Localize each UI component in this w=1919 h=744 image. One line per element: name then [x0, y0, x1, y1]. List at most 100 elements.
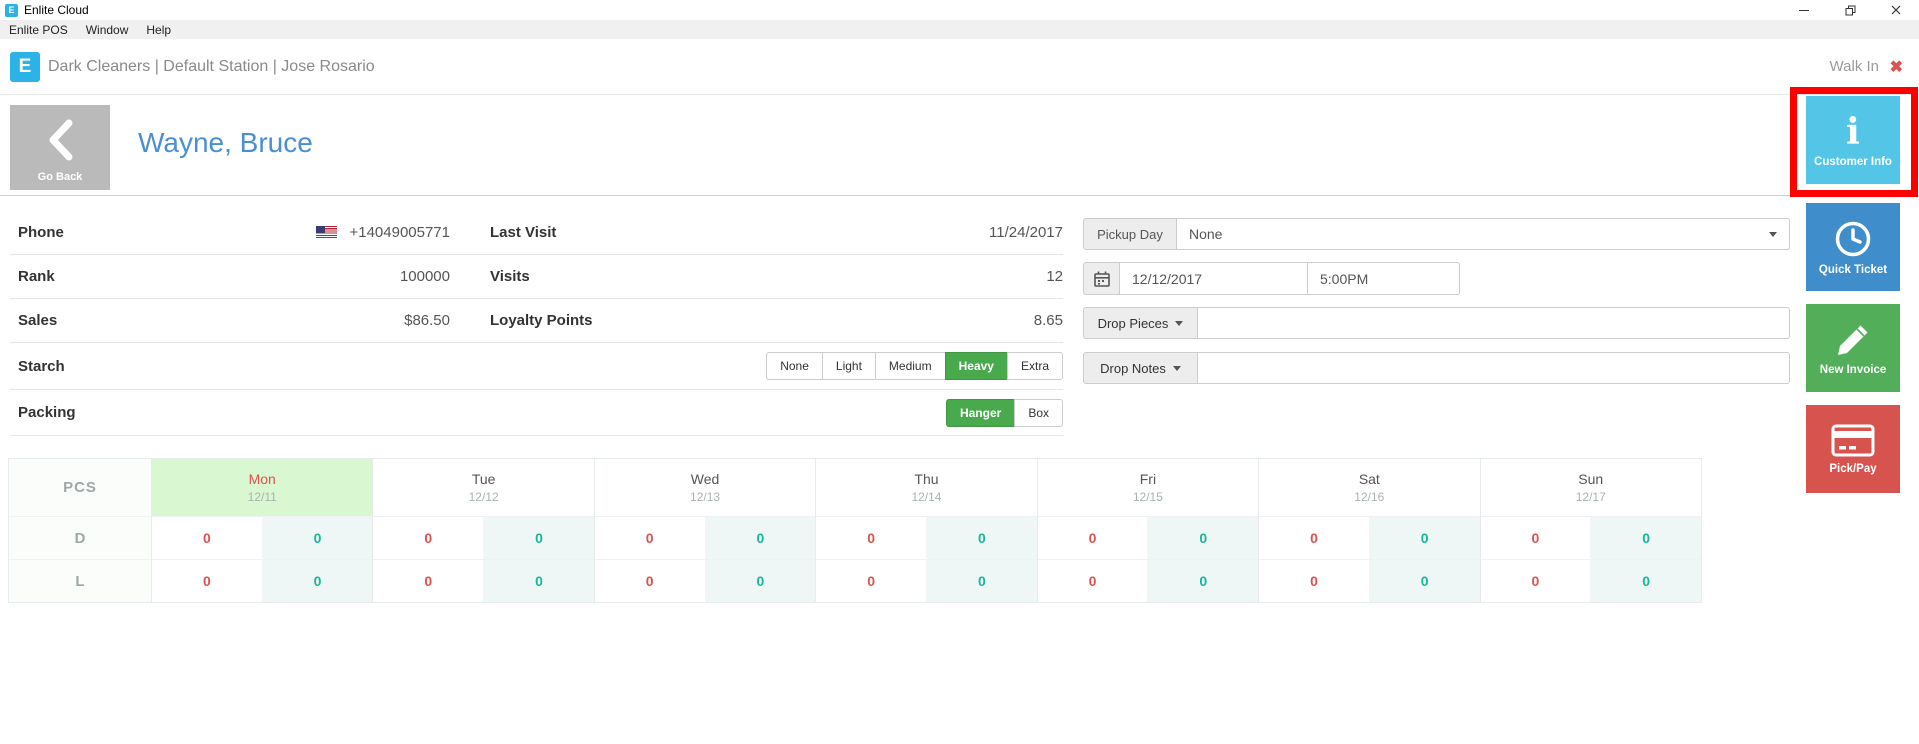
schedule-cell-right: 0	[1369, 517, 1480, 559]
schedule-day-column: Sat 12/16 0 0 0 0	[1258, 459, 1480, 602]
title-bar: E Enlite Cloud	[0, 0, 1919, 20]
menu-enlite-pos[interactable]: Enlite POS	[9, 22, 68, 37]
schedule-cell-left: 0	[373, 560, 485, 602]
packing-hanger-button[interactable]: Hanger	[945, 398, 1016, 427]
schedule-day-header[interactable]: Tue 12/12	[373, 459, 593, 516]
starch-none-button[interactable]: None	[766, 352, 823, 380]
starch-heavy-button[interactable]: Heavy	[944, 352, 1008, 380]
phone-value: +14049005771	[349, 224, 450, 241]
day-name: Mon	[248, 471, 276, 487]
visits-label: Visits	[490, 268, 530, 285]
loyalty-points-label: Loyalty Points	[490, 312, 593, 329]
quick-ticket-label: Quick Ticket	[1818, 263, 1888, 276]
drop-pieces-dropdown[interactable]: Drop Pieces	[1083, 307, 1198, 339]
pickup-time-input[interactable]: 5:00PM	[1308, 262, 1460, 295]
menu-window[interactable]: Window	[85, 22, 129, 37]
day-date: 12/16	[1354, 490, 1385, 504]
schedule-cell-right: 0	[1591, 560, 1701, 602]
minimize-button[interactable]	[1781, 0, 1827, 20]
schedule-cell-left: 0	[1480, 517, 1592, 559]
quick-ticket-button[interactable]: Quick Ticket	[1806, 203, 1900, 291]
close-icon	[1891, 5, 1901, 15]
drop-pieces-label: Drop Pieces	[1097, 315, 1169, 331]
pick-pay-button[interactable]: Pick/Pay	[1806, 405, 1900, 493]
remove-walk-in-icon[interactable]: ✖	[1889, 59, 1903, 76]
schedule-cell-right: 0	[926, 517, 1037, 559]
loyalty-points-value: 8.65	[1033, 312, 1063, 329]
pickup-day-label: Pickup Day	[1083, 218, 1177, 250]
customer-info-button[interactable]: i Customer Info	[1806, 96, 1900, 184]
schedule-day-header[interactable]: Sat 12/16	[1259, 459, 1479, 516]
detail-row-starch: Starch None Light Medium Heavy Extra	[10, 343, 1063, 390]
us-flag-icon	[316, 226, 338, 239]
schedule-day-header[interactable]: Fri 12/15	[1038, 459, 1258, 516]
schedule-cell-left: 0	[152, 560, 263, 602]
schedule-cell-left: 0	[1259, 517, 1370, 559]
detail-row-sales: Sales $86.50 Loyalty Points 8.65	[10, 299, 1063, 343]
schedule-cell-right: 0	[484, 517, 594, 559]
window-title: Enlite Cloud	[24, 3, 89, 17]
day-date: 12/12	[468, 490, 499, 504]
drop-pieces-input[interactable]	[1198, 307, 1790, 339]
schedule-day-column: Fri 12/15 0 0 0 0	[1036, 459, 1259, 602]
credit-card-icon	[1831, 424, 1875, 456]
app-header: E Dark Cleaners | Default Station | Jose…	[0, 39, 1919, 95]
new-invoice-button[interactable]: New Invoice	[1806, 304, 1900, 392]
schedule-cell-right: 0	[1148, 517, 1259, 559]
detail-row-phone: Phone +14049005771 Last Visit 11/24/2017	[10, 211, 1063, 255]
starch-light-button[interactable]: Light	[821, 352, 876, 380]
clock-icon	[1835, 221, 1871, 256]
schedule-day-header[interactable]: Thu 12/14	[816, 459, 1036, 516]
schedule-cell-left: 0	[594, 560, 706, 602]
day-name: Wed	[690, 471, 720, 487]
close-button[interactable]	[1873, 0, 1919, 20]
phone-label: Phone	[18, 224, 64, 241]
schedule-row-label-l: L	[9, 559, 151, 602]
chevron-left-icon	[49, 119, 73, 161]
schedule-cell-left: 0	[1037, 517, 1149, 559]
schedule-label-column: PCS D L	[9, 459, 151, 602]
schedule-cell-left: 0	[152, 517, 263, 559]
schedule-day-header[interactable]: Wed 12/13	[595, 459, 815, 516]
starch-extra-button[interactable]: Extra	[1006, 352, 1063, 380]
day-name: Sun	[1578, 471, 1604, 487]
go-back-button[interactable]: Go Back	[10, 105, 110, 190]
schedule-day-header[interactable]: Sun 12/17	[1481, 459, 1701, 516]
day-date: 12/13	[690, 490, 721, 504]
new-invoice-label: New Invoice	[1819, 363, 1887, 376]
calendar-addon[interactable]	[1083, 262, 1120, 295]
pickup-day-select[interactable]: None	[1177, 218, 1790, 250]
detail-row-rank: Rank 100000 Visits 12	[10, 255, 1063, 299]
schedule-cell-right: 0	[1148, 560, 1259, 602]
drop-notes-input[interactable]	[1198, 352, 1790, 384]
app-icon: E	[5, 3, 18, 17]
day-date: 12/11	[247, 490, 277, 504]
day-date: 12/15	[1132, 490, 1163, 504]
schedule-cell-right: 0	[705, 517, 816, 559]
menu-help[interactable]: Help	[146, 22, 172, 37]
day-date: 12/17	[1575, 490, 1606, 504]
starch-medium-button[interactable]: Medium	[874, 352, 946, 380]
drop-notes-dropdown[interactable]: Drop Notes	[1083, 352, 1198, 384]
schedule-corner-label: PCS	[63, 479, 97, 496]
last-visit-label: Last Visit	[490, 224, 557, 241]
schedule-day-header[interactable]: Mon 12/11	[152, 459, 373, 516]
packing-box-button[interactable]: Box	[1014, 398, 1063, 427]
last-visit-value: 11/24/2017	[989, 224, 1063, 241]
chevron-down-icon	[1172, 365, 1181, 371]
schedule-row-label-d: D	[9, 516, 151, 559]
restore-button[interactable]	[1827, 0, 1873, 20]
pickup-date-input[interactable]: 12/12/2017	[1120, 262, 1308, 295]
schedule-day-column: Tue 12/12 0 0 0 0	[372, 459, 594, 602]
starch-label: Starch	[18, 357, 65, 375]
day-name: Thu	[914, 471, 939, 487]
